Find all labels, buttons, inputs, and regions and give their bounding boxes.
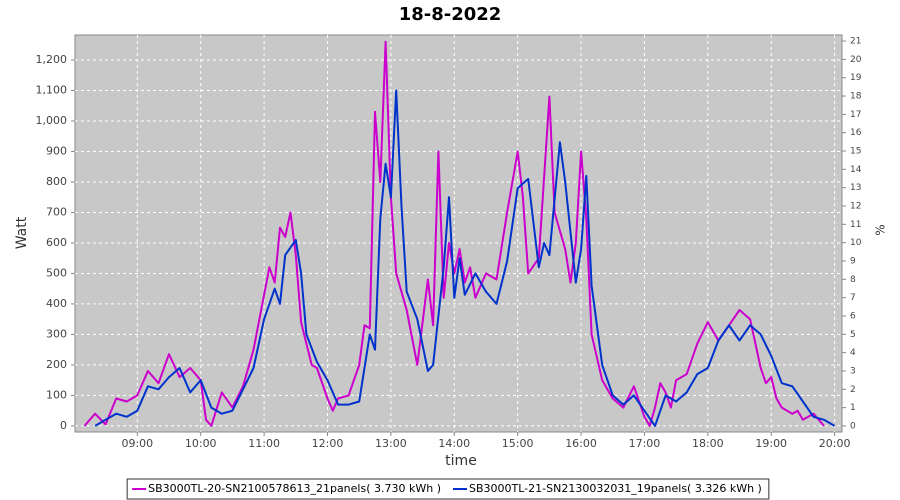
- y2-tick-label: 4: [850, 348, 856, 358]
- y2-tick-label: 10: [850, 238, 862, 248]
- y-axis-label: Watt: [14, 216, 30, 249]
- x-tick-label: 20:00: [819, 437, 851, 450]
- x-tick-label: 14:00: [438, 437, 470, 450]
- y2-tick-label: 3: [850, 366, 856, 376]
- y-tick-label: 1,200: [36, 53, 68, 66]
- plot-area: [74, 34, 843, 433]
- legend-label: SB3000TL-21-SN2130032031_19panels( 3.326…: [469, 482, 762, 495]
- y2-tick-label: 14: [850, 165, 862, 175]
- y2-tick-label: 9: [850, 256, 856, 266]
- y-tick-label: 600: [46, 236, 67, 249]
- x-tick-label: 12:00: [312, 437, 344, 450]
- x-axis-label: time: [445, 453, 477, 469]
- y2-tick-label: 2: [850, 385, 856, 395]
- x-tick-label: 11:00: [248, 437, 280, 450]
- y2-tick-label: 21: [850, 37, 861, 47]
- y2-axis-label: %: [874, 224, 888, 235]
- y2-tick-label: 5: [850, 330, 856, 340]
- legend-label: SB3000TL-20-SN2100578613_21panels( 3.730…: [148, 482, 441, 495]
- y2-tick-label: 20: [850, 55, 862, 65]
- y2-tick-label: 12: [850, 202, 861, 212]
- y2-tick-label: 6: [850, 311, 856, 321]
- chart-title: 18-8-2022: [399, 4, 502, 25]
- legend-box: [126, 478, 770, 500]
- y2-tick-label: 1: [850, 403, 856, 413]
- legend: SB3000TL-20-SN2100578613_21panels( 3.730…: [126, 478, 770, 500]
- x-tick-label: 16:00: [565, 437, 597, 450]
- y2-tick-label: 17: [850, 110, 861, 120]
- y2-tick-label: 8: [850, 275, 856, 285]
- y-tick-label: 100: [46, 388, 67, 401]
- x-tick-label: 10:00: [185, 437, 217, 450]
- x-tick-label: 17:00: [629, 437, 661, 450]
- y2-tick-label: 11: [850, 220, 861, 230]
- y2-tick-label: 19: [850, 73, 862, 83]
- y-tick-label: 0: [60, 419, 67, 432]
- y2-tick-label: 13: [850, 183, 861, 193]
- y-tick-label: 900: [46, 144, 67, 157]
- x-tick-label: 09:00: [121, 437, 153, 450]
- y-tick-label: 700: [46, 205, 67, 218]
- series-line: [94, 89, 836, 427]
- y-tick-label: 400: [46, 297, 67, 310]
- x-tick-label: 13:00: [375, 437, 407, 450]
- x-tick-label: 18:00: [692, 437, 724, 450]
- x-tick-label: 19:00: [755, 437, 787, 450]
- y2-tick-label: 16: [850, 128, 862, 138]
- y2-tick-label: 15: [850, 147, 861, 157]
- y-tick-label: 500: [46, 266, 67, 279]
- y2-tick-label: 18: [850, 92, 862, 102]
- x-tick-label: 15:00: [502, 437, 534, 450]
- y-tick-label: 200: [46, 358, 67, 371]
- y2-tick-label: 7: [850, 293, 856, 303]
- y-tick-label: 1,100: [36, 83, 68, 96]
- y-tick-label: 300: [46, 327, 67, 340]
- y-tick-label: 1,000: [36, 114, 68, 127]
- y-tick-label: 800: [46, 175, 67, 188]
- y2-tick-label: 0: [850, 421, 856, 431]
